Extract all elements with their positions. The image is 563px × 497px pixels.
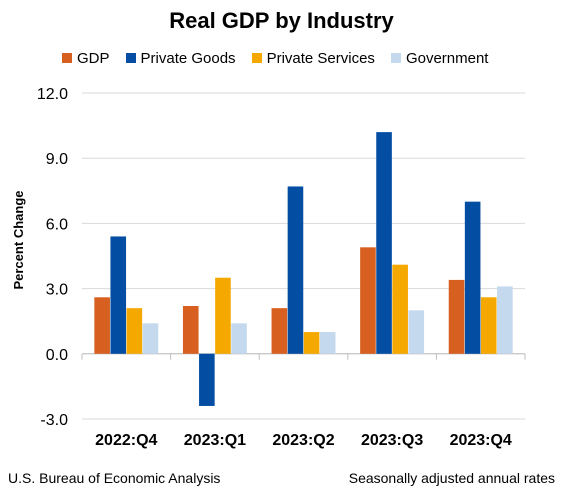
y-tick-label: -3.0 <box>40 412 68 429</box>
source-note: U.S. Bureau of Economic Analysis <box>8 470 221 486</box>
legend-item: GDP <box>62 50 110 67</box>
legend-label: Government <box>405 49 489 67</box>
legend-label: GDP <box>77 49 110 67</box>
bar <box>199 353 215 406</box>
bar <box>408 310 425 354</box>
y-tick-label: 0.0 <box>46 347 68 364</box>
bar-chart: -3.0 0.0 3.0 6.0 9.0 12.0 2022:Q4 2023:Q1 2023:Q… <box>11 86 526 449</box>
bar <box>182 305 199 354</box>
rates-note: Seasonally adjusted annual rates <box>348 470 555 486</box>
legend-swatch <box>62 53 72 63</box>
bar <box>480 297 497 354</box>
bar <box>94 297 110 354</box>
y-tick-label: 6.0 <box>46 216 68 233</box>
x-tick-label: 2023:Q1 <box>184 432 246 449</box>
chart-title: Real GDP by Industry <box>169 8 394 33</box>
legend-item: Private Goods <box>125 49 236 67</box>
bar <box>360 247 376 354</box>
bar <box>319 332 336 354</box>
y-axis-label: Percent Change <box>11 191 26 290</box>
bar <box>271 308 288 354</box>
legend-swatch <box>390 53 401 63</box>
bar <box>303 332 320 354</box>
bar <box>231 323 247 354</box>
x-tick-label: 2023:Q4 <box>450 432 512 449</box>
y-tick-label: 3.0 <box>46 282 68 299</box>
x-tick-label: 2023:Q3 <box>361 432 423 449</box>
bar <box>142 323 159 354</box>
bar <box>215 277 231 354</box>
legend-item: Private Services <box>251 49 375 67</box>
bar <box>497 286 513 354</box>
y-tick-label: 12.0 <box>37 86 68 103</box>
x-tick-label: 2022:Q4 <box>95 432 157 449</box>
x-tick-label: 2023:Q2 <box>272 432 334 449</box>
bar <box>376 132 392 354</box>
bar <box>287 186 304 354</box>
bar <box>464 201 481 354</box>
bar <box>126 308 143 354</box>
legend-swatch <box>251 53 262 63</box>
y-tick-label: 9.0 <box>46 151 68 168</box>
bar <box>392 264 408 354</box>
legend-swatch <box>125 53 136 63</box>
legend-item: Government <box>390 49 489 67</box>
bar <box>110 236 127 354</box>
legend-label: Private Services <box>266 49 375 67</box>
legend-label: Private Goods <box>140 49 236 67</box>
bar <box>448 279 465 354</box>
chart-legend: GDP Private Goods Private Services Governme… <box>62 48 504 68</box>
